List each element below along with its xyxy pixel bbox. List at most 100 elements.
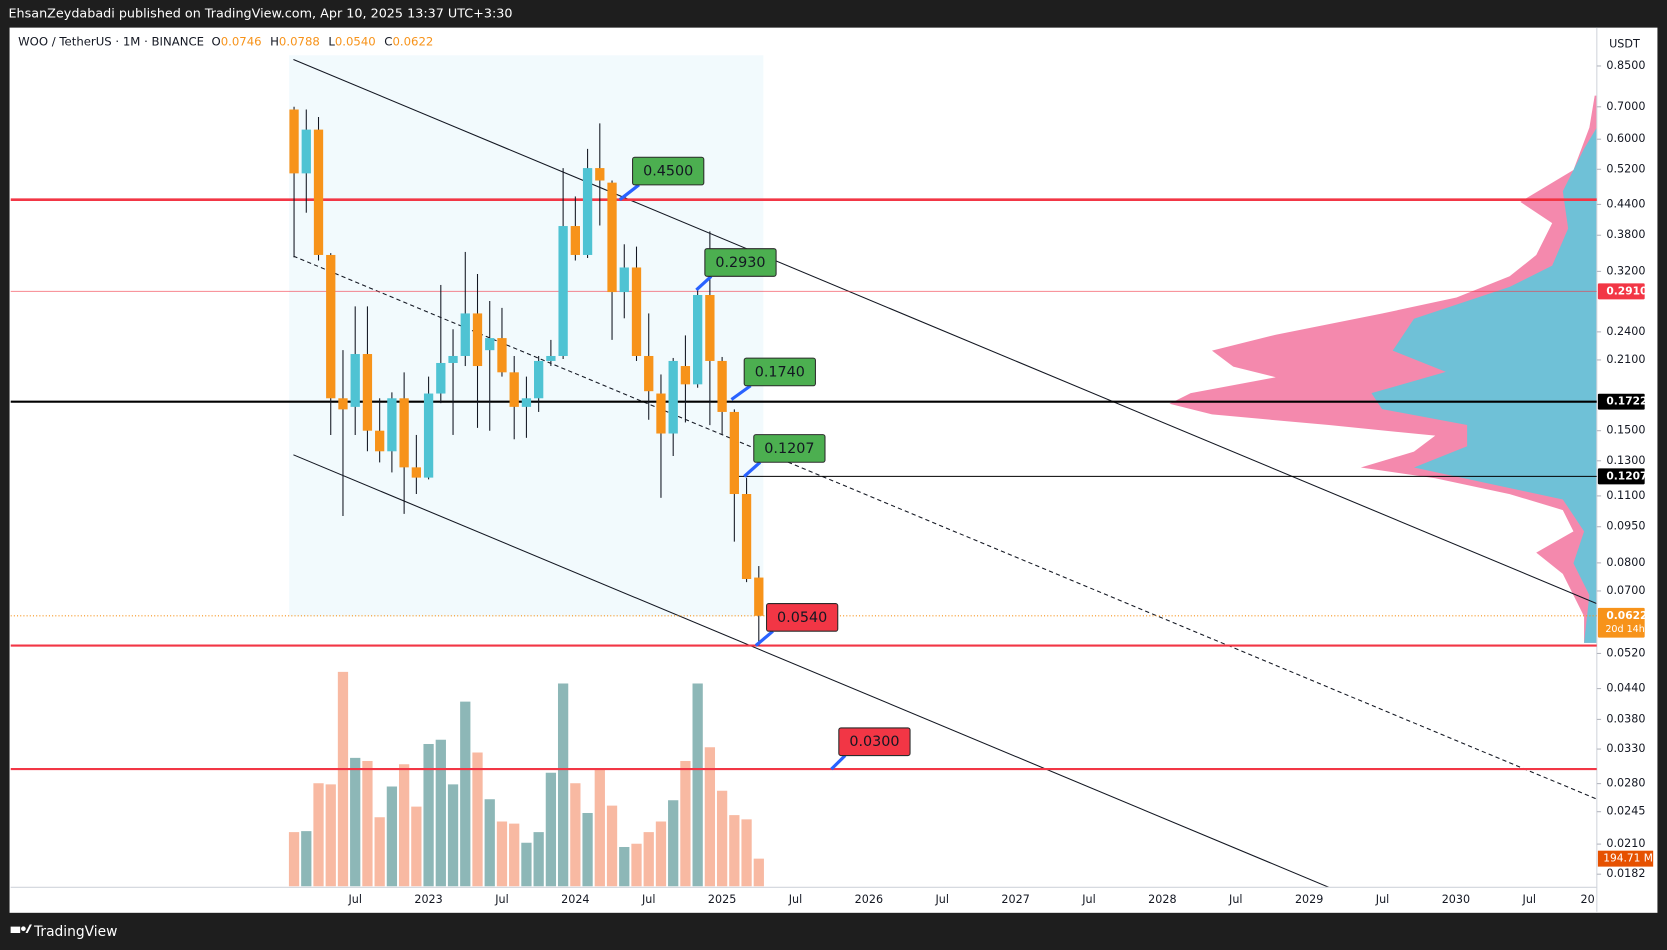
axis-marker <box>1597 607 1645 638</box>
y-tick-label: 0.3800 <box>1606 228 1645 241</box>
callout-label: 0.0300 <box>849 734 899 750</box>
callout-arrow <box>754 629 774 647</box>
callout-arrow <box>730 384 752 401</box>
volume-bar <box>313 783 324 887</box>
volume-bar <box>582 812 593 887</box>
volume-bar <box>570 783 581 887</box>
volume-bar <box>374 817 385 887</box>
y-tick-label: 0.0440 <box>1606 682 1645 695</box>
axis-marker-label: 0.1722 <box>1606 395 1647 408</box>
candle-body <box>521 398 532 407</box>
callout-label: 0.0540 <box>777 610 827 626</box>
volume-bar <box>362 760 373 887</box>
y-tick-label: 0.0380 <box>1606 712 1645 725</box>
callout-arrow <box>830 754 847 771</box>
candle-body <box>595 168 605 181</box>
candle-body <box>448 355 458 363</box>
x-tick-label: 2029 <box>1295 893 1323 906</box>
x-tick-label: 2026 <box>855 893 883 906</box>
x-tick-label: Jul <box>347 893 361 906</box>
candle-body <box>436 362 446 394</box>
volume-bar <box>337 671 349 887</box>
candle-body <box>680 366 691 385</box>
volume-bar <box>423 743 434 887</box>
candle-body <box>350 354 360 407</box>
legend-letter: H <box>270 34 279 48</box>
volume-marker-label: 194.71 M <box>1603 852 1653 865</box>
candle-body <box>717 360 727 412</box>
volume-bar <box>545 772 557 887</box>
y-tick-label: 0.7000 <box>1606 100 1645 113</box>
candle-body <box>729 411 739 495</box>
volume-bar <box>655 821 667 887</box>
axis-marker-label: 0.1207 <box>1606 469 1647 482</box>
callout-label: 0.2930 <box>715 255 765 271</box>
callout-box <box>838 727 911 757</box>
y-tick-label: 0.1100 <box>1606 489 1645 502</box>
volume-bar <box>557 683 569 887</box>
volume-bar <box>509 823 520 887</box>
candle-body <box>546 355 556 361</box>
x-tick-label: 2028 <box>1148 893 1176 906</box>
callout-arrow <box>695 275 713 292</box>
legend: WOO / TetherUS · 1M · BINANCE O0.0746 H0.0… <box>18 34 433 48</box>
y-tick-label: 0.0280 <box>1606 777 1645 790</box>
candle-body <box>387 398 397 452</box>
volume-bar <box>350 757 361 887</box>
x-tick-label: Jul <box>935 893 949 906</box>
volume-bar <box>668 800 679 887</box>
axis-marker-label: 0.0622 <box>1606 609 1647 622</box>
channel-upper <box>293 59 1597 605</box>
volume-bar <box>533 832 544 887</box>
volume-marker <box>1597 850 1654 867</box>
candle-body <box>582 168 593 255</box>
plot-area <box>10 106 1597 887</box>
volume-bar <box>447 784 459 887</box>
price-unit: USDT <box>1609 38 1640 51</box>
volume-bar <box>398 764 410 887</box>
volume-bar <box>484 799 495 887</box>
axis-marker-label: 0.2910 <box>1606 284 1647 297</box>
candle-body <box>705 294 715 361</box>
candle-body <box>570 226 580 255</box>
legend-value: 0.0788 <box>279 34 320 48</box>
legend-letter: L <box>328 34 335 48</box>
callout-box <box>743 357 816 387</box>
legend-title: WOO / TetherUS · 1M · BINANCE <box>18 34 204 48</box>
x-tick-label: 2024 <box>561 893 589 906</box>
volume-bar <box>386 786 398 887</box>
axis-marker-countdown: 20d 14h <box>1605 624 1644 635</box>
y-tick-label: 0.1300 <box>1606 454 1645 467</box>
volume-bar <box>301 831 312 887</box>
callout-box <box>632 156 705 186</box>
volume-bar <box>606 805 618 887</box>
volume-bar <box>435 739 446 887</box>
candle-body <box>423 393 434 478</box>
candle-body <box>558 226 568 356</box>
volume-bar <box>704 747 716 887</box>
candle-body <box>460 313 470 356</box>
callout-arrow <box>743 461 762 478</box>
axis-marker <box>1597 283 1645 300</box>
y-tick-label: 0.5200 <box>1606 162 1645 175</box>
highlight-box <box>289 55 764 617</box>
x-tick-label: Jul <box>788 893 802 906</box>
x-tick-label: Jul <box>641 893 655 906</box>
candle-body <box>301 129 311 174</box>
candle-body <box>411 467 422 478</box>
volume-profile-sell <box>1169 95 1597 643</box>
y-tick-label: 0.4400 <box>1606 197 1645 210</box>
x-tick-label: Jul <box>1375 893 1389 906</box>
candle-body <box>485 338 495 351</box>
volume-bar <box>496 821 508 887</box>
volume-bar <box>729 815 740 887</box>
channel-mid <box>293 255 1597 800</box>
legend-value: 0.0540 <box>335 34 376 48</box>
y-tick-label: 0.1500 <box>1606 424 1645 437</box>
y-tick-label: 0.0520 <box>1606 646 1645 659</box>
y-tick-label: 0.3200 <box>1606 264 1645 277</box>
channel-lower <box>293 454 1330 888</box>
volume-bar <box>521 842 532 887</box>
